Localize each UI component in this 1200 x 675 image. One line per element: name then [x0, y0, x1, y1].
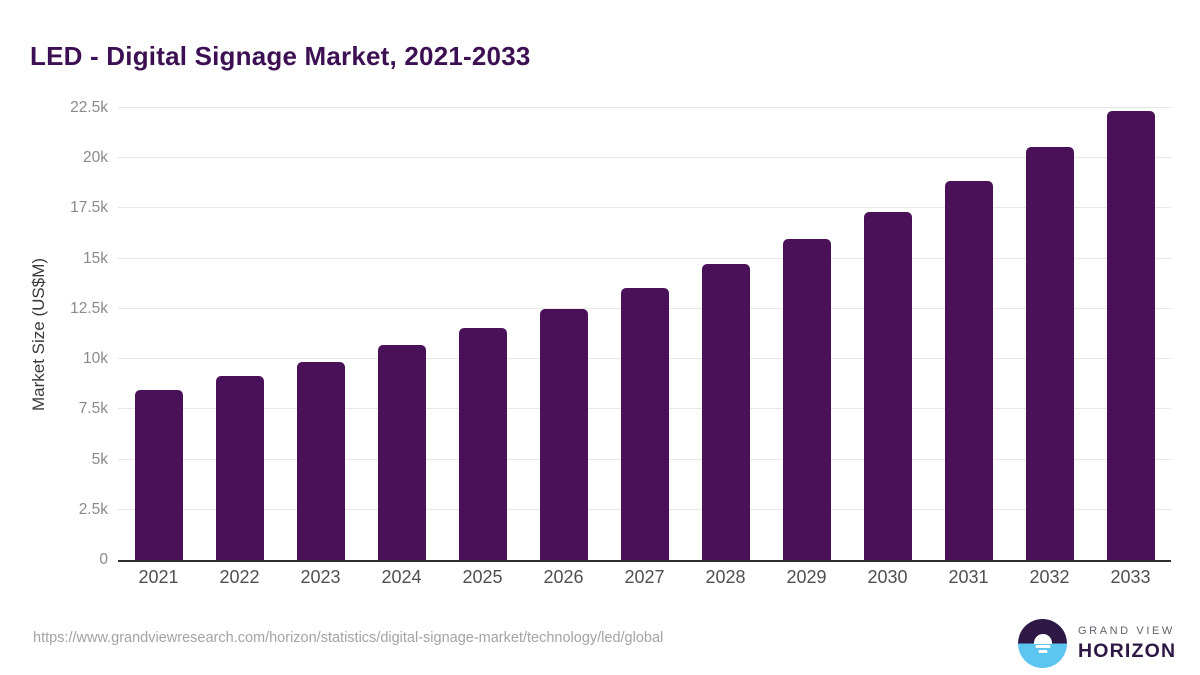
gridline [118, 107, 1171, 108]
bar-slot [199, 108, 280, 560]
bar-slot [847, 108, 928, 560]
bar-slot [685, 108, 766, 560]
brand-name-bottom: HORIZON [1078, 639, 1177, 662]
logo-sun-icon [1033, 634, 1052, 644]
bar-2027[interactable] [620, 288, 669, 560]
y-tick-label: 20k [83, 149, 108, 167]
logo-reflection-icon [1038, 650, 1047, 654]
gridline [118, 207, 1171, 209]
x-tick-label: 2033 [1110, 567, 1151, 587]
y-tick-label: 15k [83, 249, 108, 267]
x-tick-label: 2027 [624, 567, 665, 587]
bar-2021[interactable] [134, 390, 183, 560]
x-tick-label: 2023 [300, 567, 341, 587]
bar-slot [766, 108, 847, 560]
bar-slot [604, 108, 685, 560]
bar-2024[interactable] [377, 345, 426, 560]
bars-row [118, 108, 1171, 560]
bar-2030[interactable] [863, 212, 912, 560]
y-tick-label: 7.5k [78, 400, 108, 418]
source-url: https://www.grandviewresearch.com/horizo… [33, 630, 664, 646]
y-tick-label: 5k [91, 450, 108, 468]
bar-2032[interactable] [1025, 147, 1074, 560]
bar-2031[interactable] [944, 180, 993, 560]
gridline [118, 257, 1171, 259]
x-tick-label: 2031 [948, 567, 989, 587]
x-tick-label: 2022 [219, 567, 260, 587]
x-tick-label: 2021 [138, 567, 179, 587]
bar-2023[interactable] [296, 361, 345, 560]
x-tick-label: 2028 [705, 567, 746, 587]
bar-2022[interactable] [215, 376, 264, 560]
brand-text: GRAND VIEW HORIZON [1078, 625, 1176, 663]
bar-slot [928, 108, 1009, 560]
x-tick-label: 2032 [1029, 567, 1070, 587]
x-tick-label: 2025 [462, 567, 503, 587]
x-tick-label: 2024 [381, 567, 422, 587]
x-tick-label: 2026 [543, 567, 584, 587]
plot-area [118, 107, 1171, 562]
y-tick-label: 17.5k [70, 199, 108, 217]
bar-slot [1009, 108, 1090, 560]
x-axis-tick-labels: 2021 2022 2023 2024 2025 2026 2027 2028 2029 2030… [118, 567, 1171, 588]
bar-slot [1090, 108, 1171, 560]
brand-name-top: GRAND VIEW [1078, 624, 1175, 637]
y-tick-label: 2.5k [78, 500, 108, 518]
bar-2028[interactable] [701, 263, 750, 560]
bar-2033[interactable] [1106, 111, 1155, 560]
y-tick-label: 0 [99, 551, 108, 568]
bar-slot [442, 108, 523, 560]
y-tick-label: 12.5k [70, 299, 108, 317]
x-tick-label: 2030 [867, 567, 908, 587]
x-tick-label: 2029 [786, 567, 827, 587]
brand-logo: GRAND VIEW HORIZON [1018, 619, 1176, 668]
chart-title: LED - Digital Signage Market, 2021-2033 [30, 41, 531, 72]
logo-reflection-icon [1035, 644, 1050, 649]
bar-2026[interactable] [539, 308, 588, 560]
bar-2025[interactable] [458, 327, 507, 560]
bar-slot [361, 108, 442, 560]
y-axis-tick-labels: 0 2.5k 5k 7.5k 10k 12.5k 15k 17.5k 20k 22.5k [0, 99, 108, 568]
grand-view-horizon-logo-icon [1018, 619, 1067, 668]
y-tick-label: 22.5k [70, 99, 108, 116]
y-tick-label: 10k [83, 350, 108, 368]
bar-slot [118, 108, 199, 560]
bar-slot [523, 108, 604, 560]
bar-slot [280, 108, 361, 560]
gridline [118, 157, 1171, 159]
bar-2029[interactable] [782, 238, 831, 560]
